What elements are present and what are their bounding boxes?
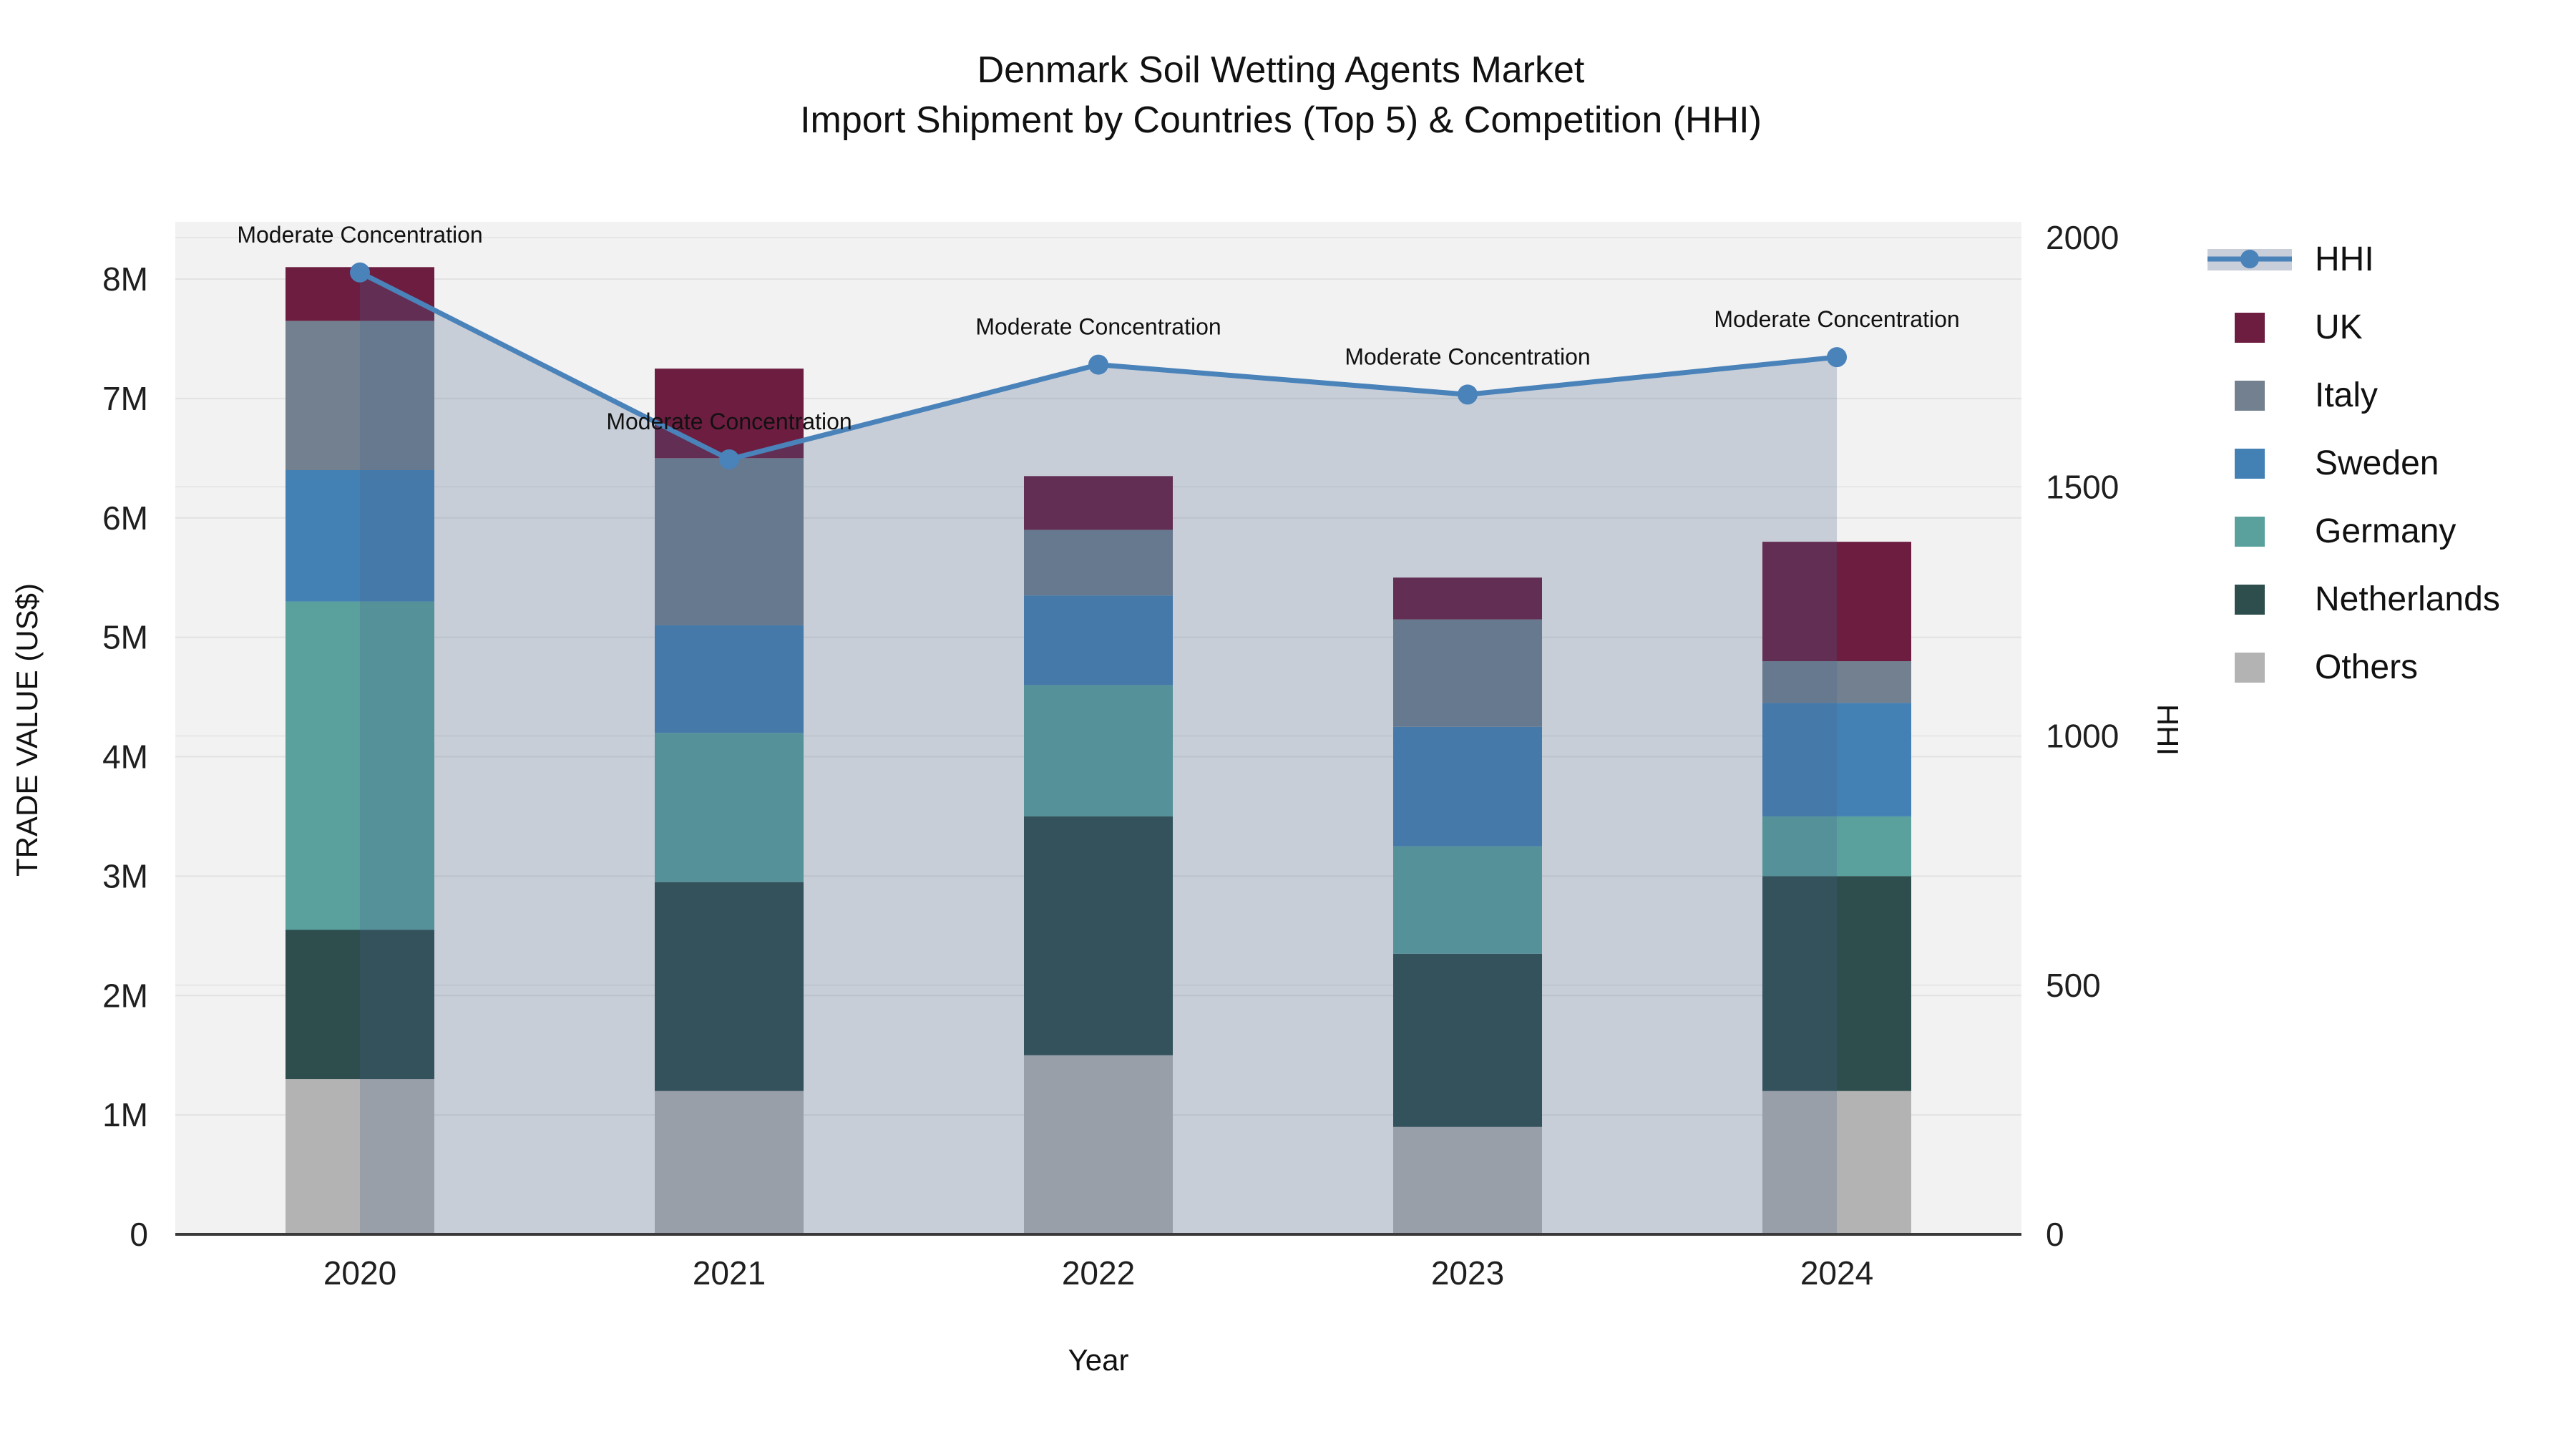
hhi-marker-2021[interactable] (719, 449, 739, 469)
y-right-tick-2000: 2000 (2046, 219, 2119, 256)
legend: HHI UK Italy Sweden Germany Netherlands Others (2207, 240, 2500, 686)
hhi-line-layer (350, 262, 1847, 469)
legend-swatch-others (2235, 653, 2265, 683)
legend-label-netherlands: Netherlands (2315, 580, 2500, 618)
bar-segment-uk-2021[interactable] (655, 369, 804, 459)
legend-item-hhi[interactable]: HHI (2207, 240, 2374, 278)
axis-ticks: 0 1M 2M 3M 4M 5M 6M 7M 8M 0 500 1000 1500 2000 2020 202… (102, 219, 2119, 1292)
bar-segment-sweden-2022[interactable] (1024, 595, 1173, 686)
y-axis-right-title: HHI (2151, 704, 2185, 756)
hhi-marker-2023[interactable] (1458, 384, 1478, 405)
bar-segment-sweden-2021[interactable] (655, 625, 804, 733)
legend-label-uk: UK (2315, 308, 2363, 346)
legend-item-sweden[interactable]: Sweden (2235, 444, 2439, 482)
bar-segment-others-2020[interactable] (286, 1079, 434, 1234)
annotation-2020: Moderate Concentration (237, 222, 482, 248)
bar-segment-netherlands-2022[interactable] (1024, 816, 1173, 1055)
y-right-tick-1500: 1500 (2046, 468, 2119, 505)
annotation-2024: Moderate Concentration (1714, 306, 1959, 332)
bar-segment-others-2021[interactable] (655, 1091, 804, 1234)
bar-segment-italy-2020[interactable] (286, 321, 434, 470)
bar-segment-uk-2024[interactable] (1762, 542, 1911, 661)
y-left-tick-0: 0 (130, 1216, 148, 1253)
legend-item-germany[interactable]: Germany (2235, 512, 2456, 550)
x-tick-2024: 2024 (1800, 1254, 1873, 1292)
annotation-2022: Moderate Concentration (975, 314, 1221, 340)
bar-segment-others-2024[interactable] (1762, 1091, 1911, 1234)
legend-swatch-uk (2235, 313, 2265, 343)
y-right-tick-1000: 1000 (2046, 718, 2119, 755)
legend-label-germany: Germany (2315, 512, 2456, 550)
bar-segment-germany-2023[interactable] (1393, 846, 1542, 954)
x-tick-2022: 2022 (1062, 1254, 1135, 1292)
hhi-area (360, 272, 1837, 1234)
legend-swatch-netherlands (2235, 585, 2265, 615)
y-axis-left-title: TRADE VALUE (US$) (10, 583, 44, 877)
bar-segment-germany-2022[interactable] (1024, 685, 1173, 816)
bar-segment-germany-2021[interactable] (655, 733, 804, 882)
bar-segment-germany-2020[interactable] (286, 601, 434, 930)
hhi-marker-2020[interactable] (350, 262, 370, 283)
legend-label-sweden: Sweden (2315, 444, 2439, 482)
legend-item-netherlands[interactable]: Netherlands (2235, 580, 2500, 618)
bar-segment-netherlands-2021[interactable] (655, 882, 804, 1091)
x-axis-title: Year (1068, 1343, 1129, 1377)
annotation-2023: Moderate Concentration (1345, 343, 1590, 369)
y-right-tick-0: 0 (2046, 1216, 2064, 1253)
bar-segment-uk-2023[interactable] (1393, 577, 1542, 620)
y-left-tick-4M: 4M (102, 738, 148, 776)
legend-hhi-marker-icon (2240, 250, 2259, 268)
y-left-tick-3M: 3M (102, 857, 148, 894)
legend-label-italy: Italy (2315, 376, 2378, 414)
bar-segment-italy-2022[interactable] (1024, 530, 1173, 596)
bar-segment-sweden-2024[interactable] (1762, 703, 1911, 816)
y-left-tick-8M: 8M (102, 260, 148, 298)
bar-segment-others-2023[interactable] (1393, 1126, 1542, 1234)
x-tick-2023: 2023 (1431, 1254, 1504, 1292)
bar-segment-germany-2024[interactable] (1762, 816, 1911, 877)
bar-segment-sweden-2020[interactable] (286, 470, 434, 602)
y-left-tick-6M: 6M (102, 499, 148, 537)
legend-swatch-germany (2235, 517, 2265, 547)
bar-segment-netherlands-2024[interactable] (1762, 876, 1911, 1091)
annotations: Moderate Concentration Moderate Concentra… (237, 222, 1959, 434)
bar-segment-italy-2021[interactable] (655, 458, 804, 625)
chart-title-line2: Import Shipment by Countries (Top 5) & C… (800, 99, 1762, 141)
legend-item-uk[interactable]: UK (2235, 308, 2363, 346)
annotation-2021: Moderate Concentration (606, 409, 852, 434)
bar-segment-italy-2023[interactable] (1393, 619, 1542, 727)
legend-label-others: Others (2315, 648, 2418, 686)
bar-segment-sweden-2023[interactable] (1393, 726, 1542, 847)
y-left-tick-2M: 2M (102, 977, 148, 1014)
legend-item-others[interactable]: Others (2235, 648, 2418, 686)
hhi-marker-2024[interactable] (1827, 347, 1847, 368)
bar-segment-uk-2022[interactable] (1024, 476, 1173, 530)
y-right-tick-500: 500 (2046, 967, 2101, 1004)
legend-swatch-italy (2235, 381, 2265, 411)
x-tick-2021: 2021 (693, 1254, 766, 1292)
y-left-tick-1M: 1M (102, 1096, 148, 1133)
y-left-tick-5M: 5M (102, 619, 148, 656)
hhi-area-layer (360, 272, 1837, 1234)
chart-title-line1: Denmark Soil Wetting Agents Market (977, 49, 1585, 91)
legend-swatch-sweden (2235, 449, 2265, 479)
bar-segment-others-2022[interactable] (1024, 1055, 1173, 1234)
legend-label-hhi: HHI (2315, 240, 2374, 278)
bar-segment-netherlands-2023[interactable] (1393, 953, 1542, 1127)
bar-segment-italy-2024[interactable] (1762, 661, 1911, 703)
x-tick-2020: 2020 (323, 1254, 396, 1292)
hhi-marker-2022[interactable] (1088, 354, 1108, 375)
stacked-bars (286, 267, 1911, 1234)
legend-item-italy[interactable]: Italy (2235, 376, 2378, 414)
y-left-tick-7M: 7M (102, 380, 148, 417)
bar-segment-netherlands-2020[interactable] (286, 930, 434, 1080)
